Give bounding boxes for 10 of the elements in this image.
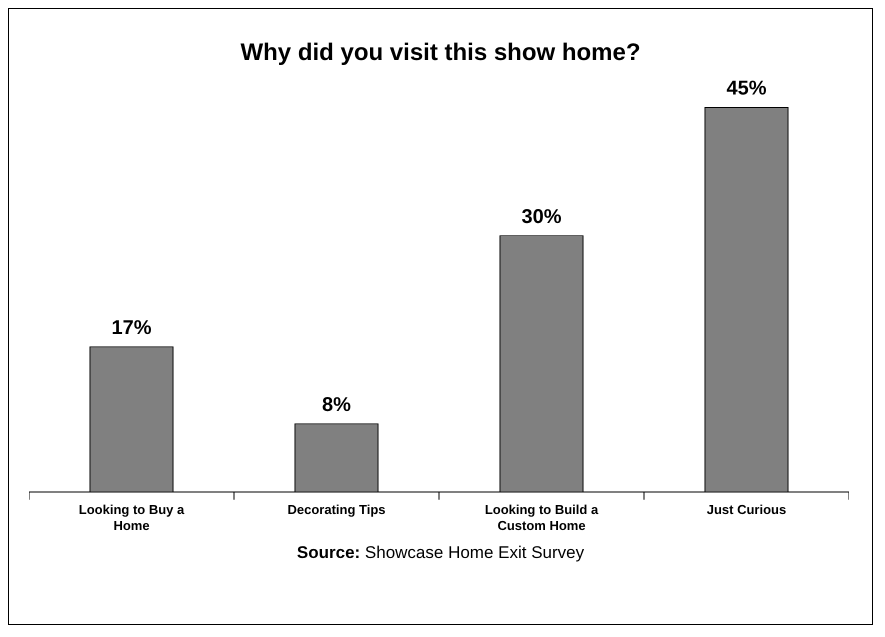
- source-note: Source: Showcase Home Exit Survey: [296, 543, 584, 562]
- chart-title: Why did you visit this show home?: [239, 39, 642, 67]
- data-label: 17%: [111, 316, 152, 339]
- data-label: 45%: [726, 78, 767, 100]
- data-label: 8%: [322, 394, 352, 416]
- x-tick-label: Looking to Buy a Home: [78, 502, 185, 533]
- x-tick-label: Just Curious: [706, 502, 786, 518]
- x-tick-label: Looking to Build a Custom Home: [484, 502, 599, 533]
- x-tick-label: Decorating Tips: [287, 502, 386, 518]
- data-label: 30%: [521, 206, 562, 228]
